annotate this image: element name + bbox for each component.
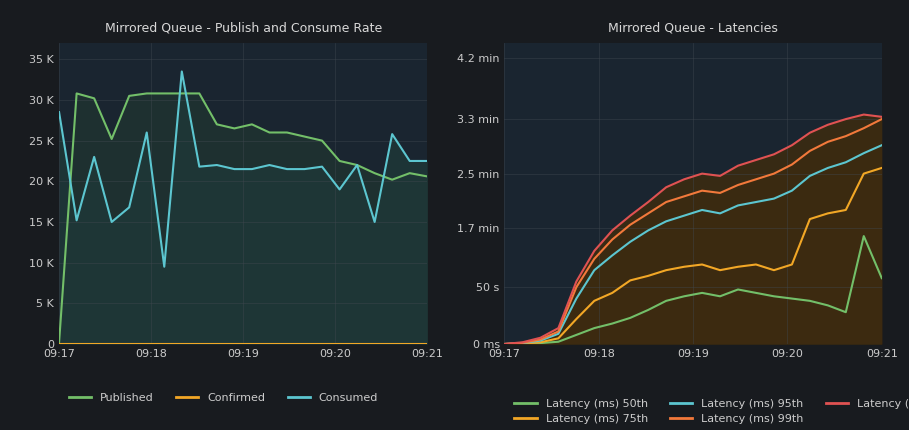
Title: Mirrored Queue - Publish and Consume Rate: Mirrored Queue - Publish and Consume Rat…	[105, 22, 382, 35]
Legend: Published, Confirmed, Consumed: Published, Confirmed, Consumed	[65, 389, 383, 408]
Title: Mirrored Queue - Latencies: Mirrored Queue - Latencies	[608, 22, 778, 35]
Legend: Latency (ms) 50th, Latency (ms) 75th, Latency (ms) 95th, Latency (ms) 99th, Late: Latency (ms) 50th, Latency (ms) 75th, La…	[510, 394, 909, 429]
